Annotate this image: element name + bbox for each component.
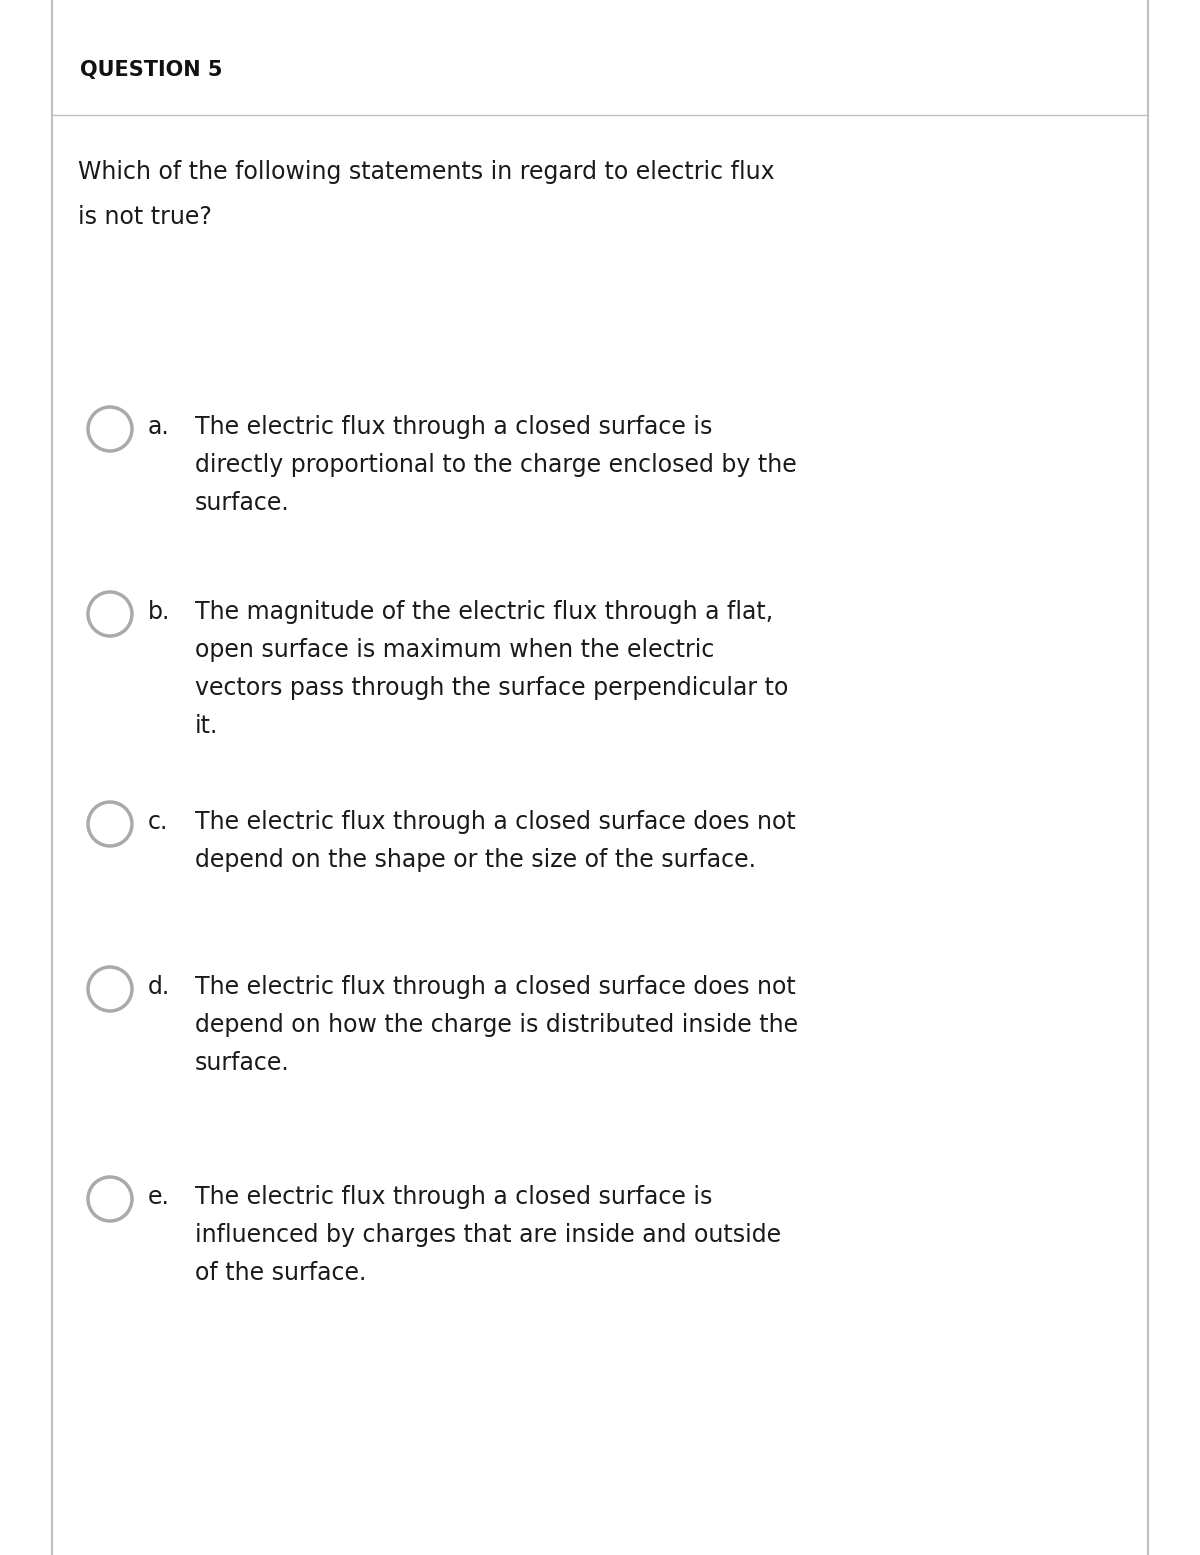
Text: d.: d.: [148, 975, 170, 998]
Text: depend on how the charge is distributed inside the: depend on how the charge is distributed …: [194, 1012, 798, 1037]
Text: The electric flux through a closed surface is: The electric flux through a closed surfa…: [194, 415, 713, 439]
Text: c.: c.: [148, 810, 168, 833]
Text: depend on the shape or the size of the surface.: depend on the shape or the size of the s…: [194, 847, 756, 872]
Text: of the surface.: of the surface.: [194, 1261, 366, 1284]
Text: vectors pass through the surface perpendicular to: vectors pass through the surface perpend…: [194, 676, 788, 700]
Text: b.: b.: [148, 600, 170, 624]
Text: influenced by charges that are inside and outside: influenced by charges that are inside an…: [194, 1222, 781, 1247]
Text: The electric flux through a closed surface is: The electric flux through a closed surfa…: [194, 1185, 713, 1208]
Text: e.: e.: [148, 1185, 170, 1208]
Text: surface.: surface.: [194, 1051, 289, 1075]
Text: surface.: surface.: [194, 491, 289, 515]
Text: The electric flux through a closed surface does not: The electric flux through a closed surfa…: [194, 810, 796, 833]
Text: QUESTION 5: QUESTION 5: [80, 61, 222, 79]
Text: it.: it.: [194, 714, 218, 739]
Text: directly proportional to the charge enclosed by the: directly proportional to the charge encl…: [194, 453, 797, 477]
Text: a.: a.: [148, 415, 169, 439]
Text: is not true?: is not true?: [78, 205, 212, 229]
Text: The magnitude of the electric flux through a flat,: The magnitude of the electric flux throu…: [194, 600, 773, 624]
Text: Which of the following statements in regard to electric flux: Which of the following statements in reg…: [78, 160, 775, 183]
Text: The electric flux through a closed surface does not: The electric flux through a closed surfa…: [194, 975, 796, 998]
Text: open surface is maximum when the electric: open surface is maximum when the electri…: [194, 638, 714, 662]
